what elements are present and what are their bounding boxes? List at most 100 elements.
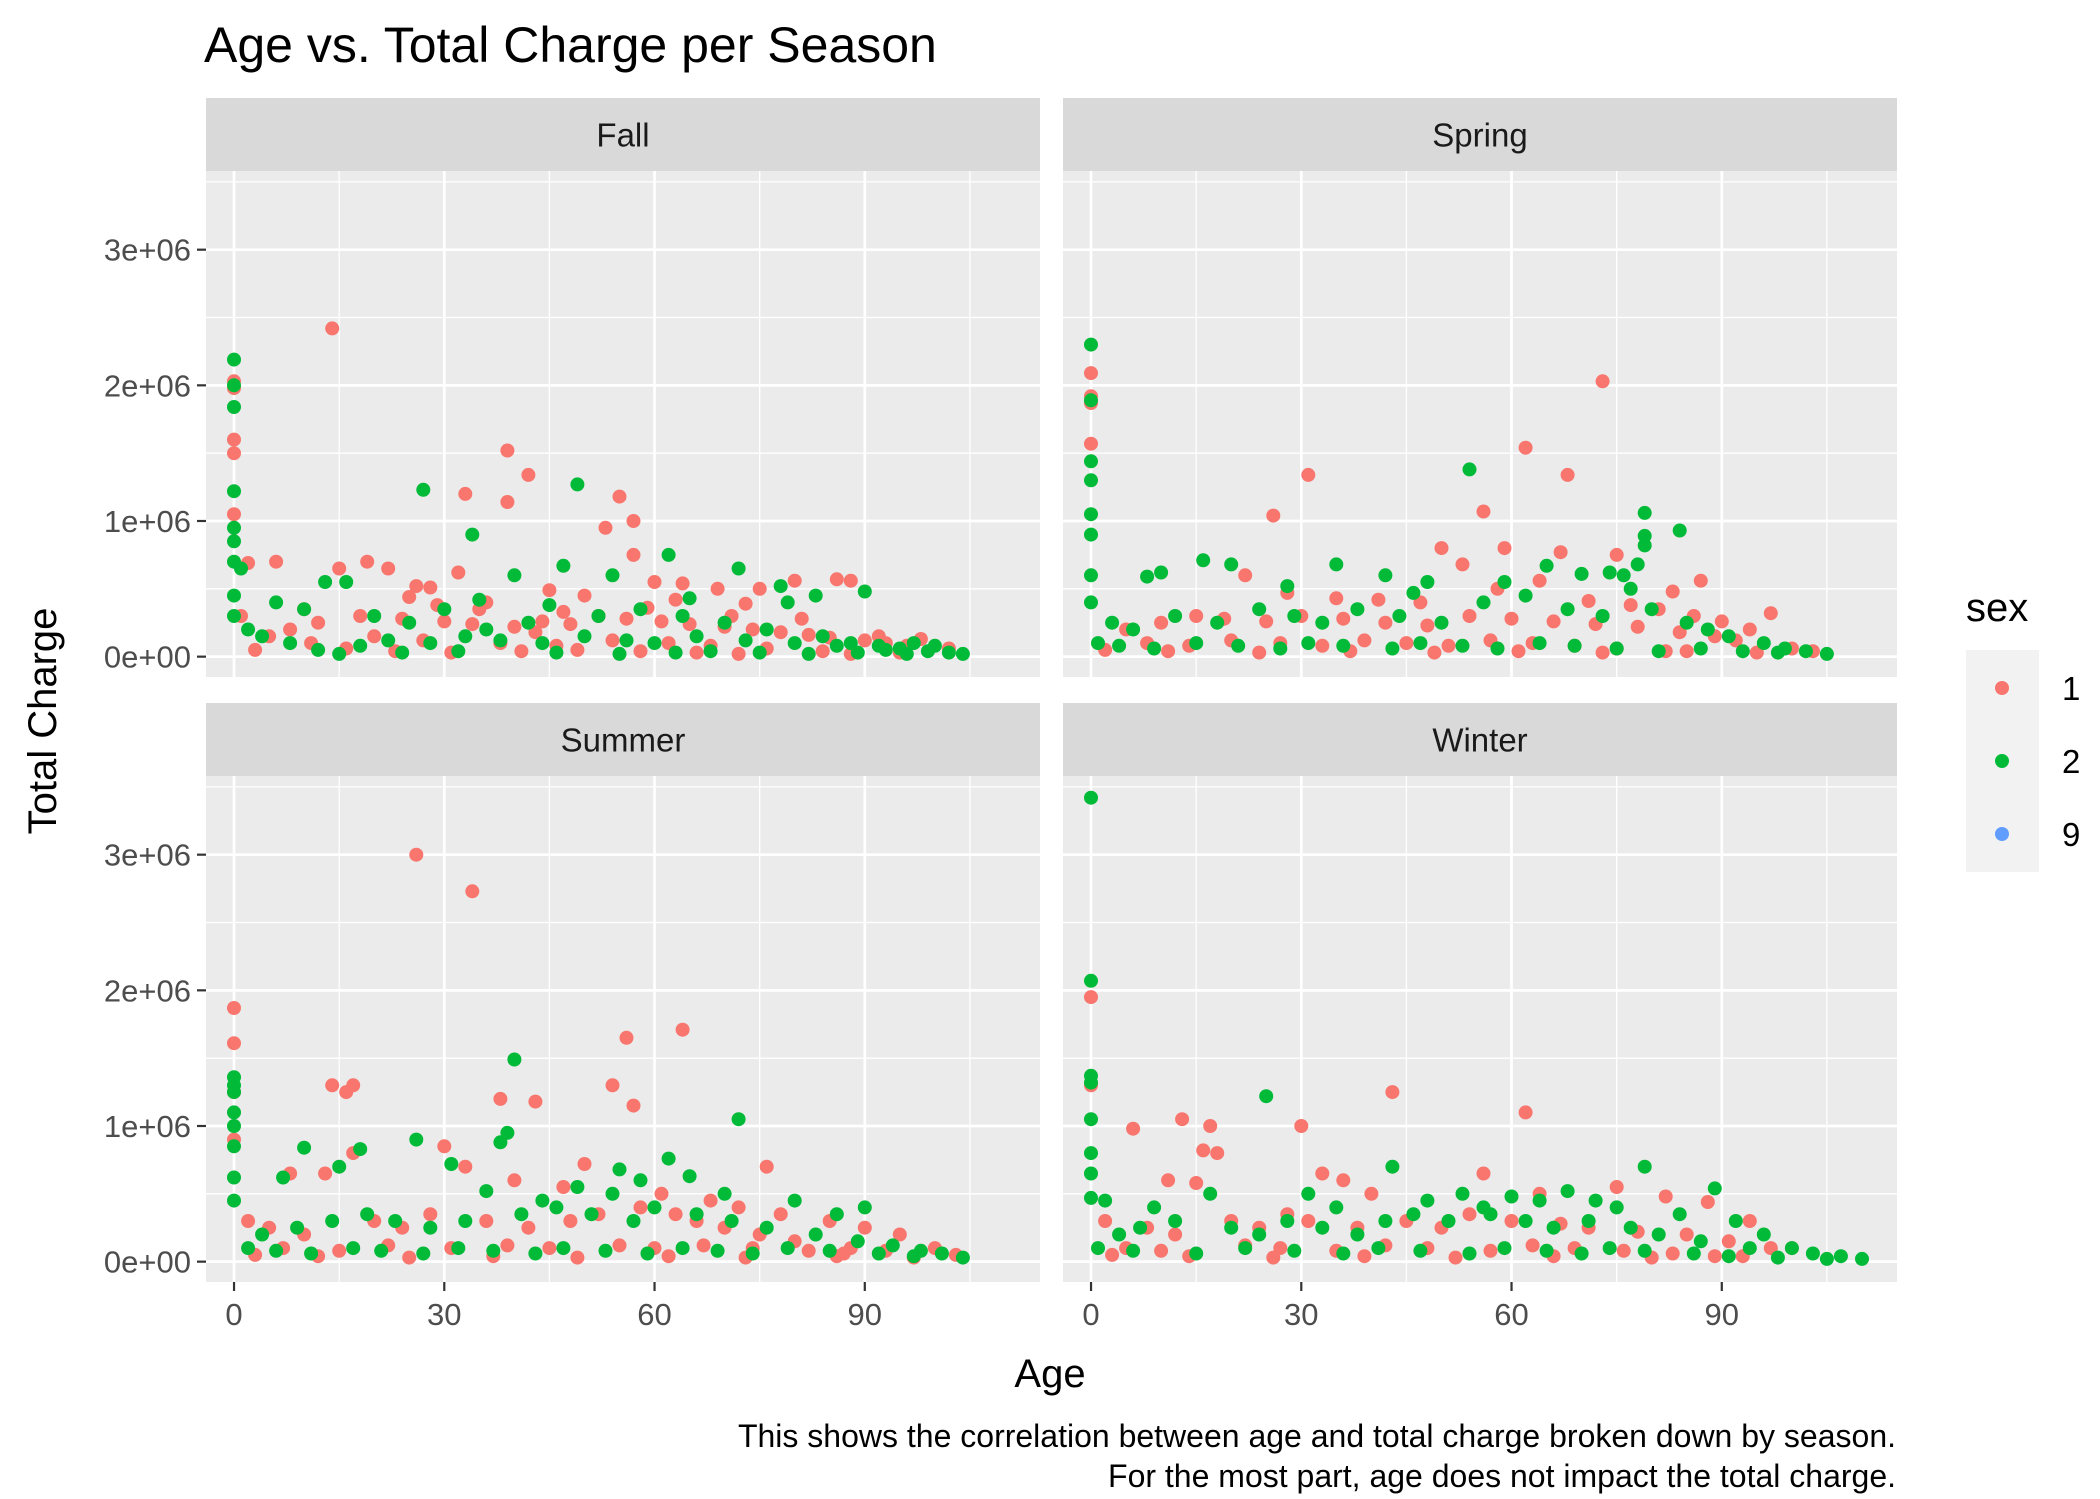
- data-point: [297, 602, 312, 617]
- data-point: [542, 598, 557, 613]
- data-point: [619, 633, 634, 648]
- data-point: [626, 514, 641, 528]
- facet-strip-label: Summer: [561, 722, 686, 759]
- legend: sex 1 2 9: [1966, 586, 2080, 872]
- data-point: [1084, 1075, 1098, 1090]
- y-tick-label: 1e+06: [104, 504, 191, 539]
- data-point: [381, 633, 396, 648]
- data-point: [1721, 1249, 1736, 1264]
- data-point: [1637, 538, 1652, 553]
- data-point: [535, 636, 550, 651]
- data-point: [1413, 636, 1428, 651]
- data-point: [227, 507, 241, 522]
- data-point: [1210, 1146, 1225, 1161]
- data-point: [1112, 1227, 1127, 1242]
- data-point: [1581, 1214, 1596, 1228]
- y-tick-label: 2e+06: [104, 368, 191, 403]
- data-point: [353, 1142, 368, 1157]
- data-point: [1252, 645, 1267, 660]
- data-point: [934, 1246, 949, 1261]
- data-point: [388, 1214, 403, 1228]
- data-point: [626, 1098, 641, 1113]
- x-tick-label: 90: [1705, 1297, 1739, 1332]
- data-point: [1238, 1241, 1253, 1256]
- data-point: [1357, 633, 1372, 648]
- data-point: [1525, 1238, 1540, 1253]
- data-point: [1819, 1251, 1834, 1266]
- data-point: [815, 644, 830, 659]
- facet-strip: [1063, 703, 1897, 776]
- data-point: [1595, 645, 1610, 660]
- data-point: [1175, 1112, 1190, 1127]
- data-point: [710, 1243, 725, 1258]
- data-point: [1490, 641, 1505, 656]
- data-point: [227, 432, 241, 447]
- data-point: [556, 1180, 571, 1194]
- data-point: [570, 642, 585, 657]
- data-point: [1420, 618, 1435, 633]
- data-point: [472, 592, 487, 607]
- data-point: [1140, 569, 1155, 584]
- data-point: [325, 1214, 340, 1228]
- data-point: [605, 1186, 620, 1201]
- data-point: [227, 378, 241, 393]
- data-point: [311, 615, 326, 630]
- data-point: [1455, 1186, 1470, 1201]
- data-point: [507, 1173, 522, 1188]
- data-point: [1147, 1200, 1162, 1215]
- data-point: [227, 400, 241, 414]
- data-point: [1742, 1214, 1757, 1228]
- data-point: [1371, 1241, 1386, 1256]
- data-point: [423, 580, 438, 595]
- data-point: [955, 1250, 970, 1265]
- data-point: [1532, 636, 1547, 651]
- data-point: [731, 646, 746, 661]
- data-point: [1315, 638, 1330, 653]
- data-point: [815, 629, 830, 644]
- data-point: [227, 534, 241, 549]
- data-point: [689, 1207, 704, 1222]
- data-point: [1252, 1227, 1267, 1242]
- data-point: [1350, 1227, 1365, 1242]
- legend-label-9: 9: [2062, 816, 2080, 853]
- data-point: [1672, 1207, 1687, 1222]
- data-point: [535, 614, 550, 629]
- data-point: [1301, 636, 1316, 651]
- data-point: [227, 1105, 241, 1120]
- data-point: [1532, 573, 1547, 588]
- data-point: [1623, 581, 1638, 596]
- data-point: [1168, 609, 1183, 623]
- chart-title: Age vs. Total Charge per Season: [204, 17, 937, 73]
- data-point: [1518, 1214, 1533, 1228]
- data-point: [647, 575, 662, 589]
- legend-keys: 1 2 9: [1995, 670, 2080, 853]
- data-point: [619, 1030, 634, 1045]
- data-point: [1476, 504, 1491, 519]
- data-point: [1476, 1166, 1491, 1181]
- data-point: [1154, 565, 1169, 580]
- data-point: [787, 636, 802, 651]
- data-point: [1574, 1246, 1589, 1261]
- data-point: [773, 579, 788, 594]
- data-point: [1084, 790, 1098, 805]
- data-point: [1084, 473, 1098, 488]
- data-point: [661, 1151, 676, 1166]
- data-point: [1455, 638, 1470, 653]
- panel-background: [206, 171, 1040, 677]
- data-point: [899, 646, 914, 661]
- data-point: [1273, 641, 1288, 656]
- data-point: [1266, 508, 1281, 523]
- data-point: [1609, 1200, 1624, 1215]
- data-point: [1378, 1214, 1393, 1228]
- data-point: [675, 1241, 690, 1256]
- data-point: [577, 629, 592, 644]
- data-point: [1609, 1180, 1624, 1194]
- data-point: [542, 583, 557, 598]
- data-point: [332, 1159, 347, 1174]
- data-point: [780, 595, 795, 610]
- data-point: [1637, 1159, 1652, 1174]
- data-point: [1084, 973, 1098, 988]
- data-point: [332, 561, 347, 576]
- data-point: [654, 1186, 669, 1201]
